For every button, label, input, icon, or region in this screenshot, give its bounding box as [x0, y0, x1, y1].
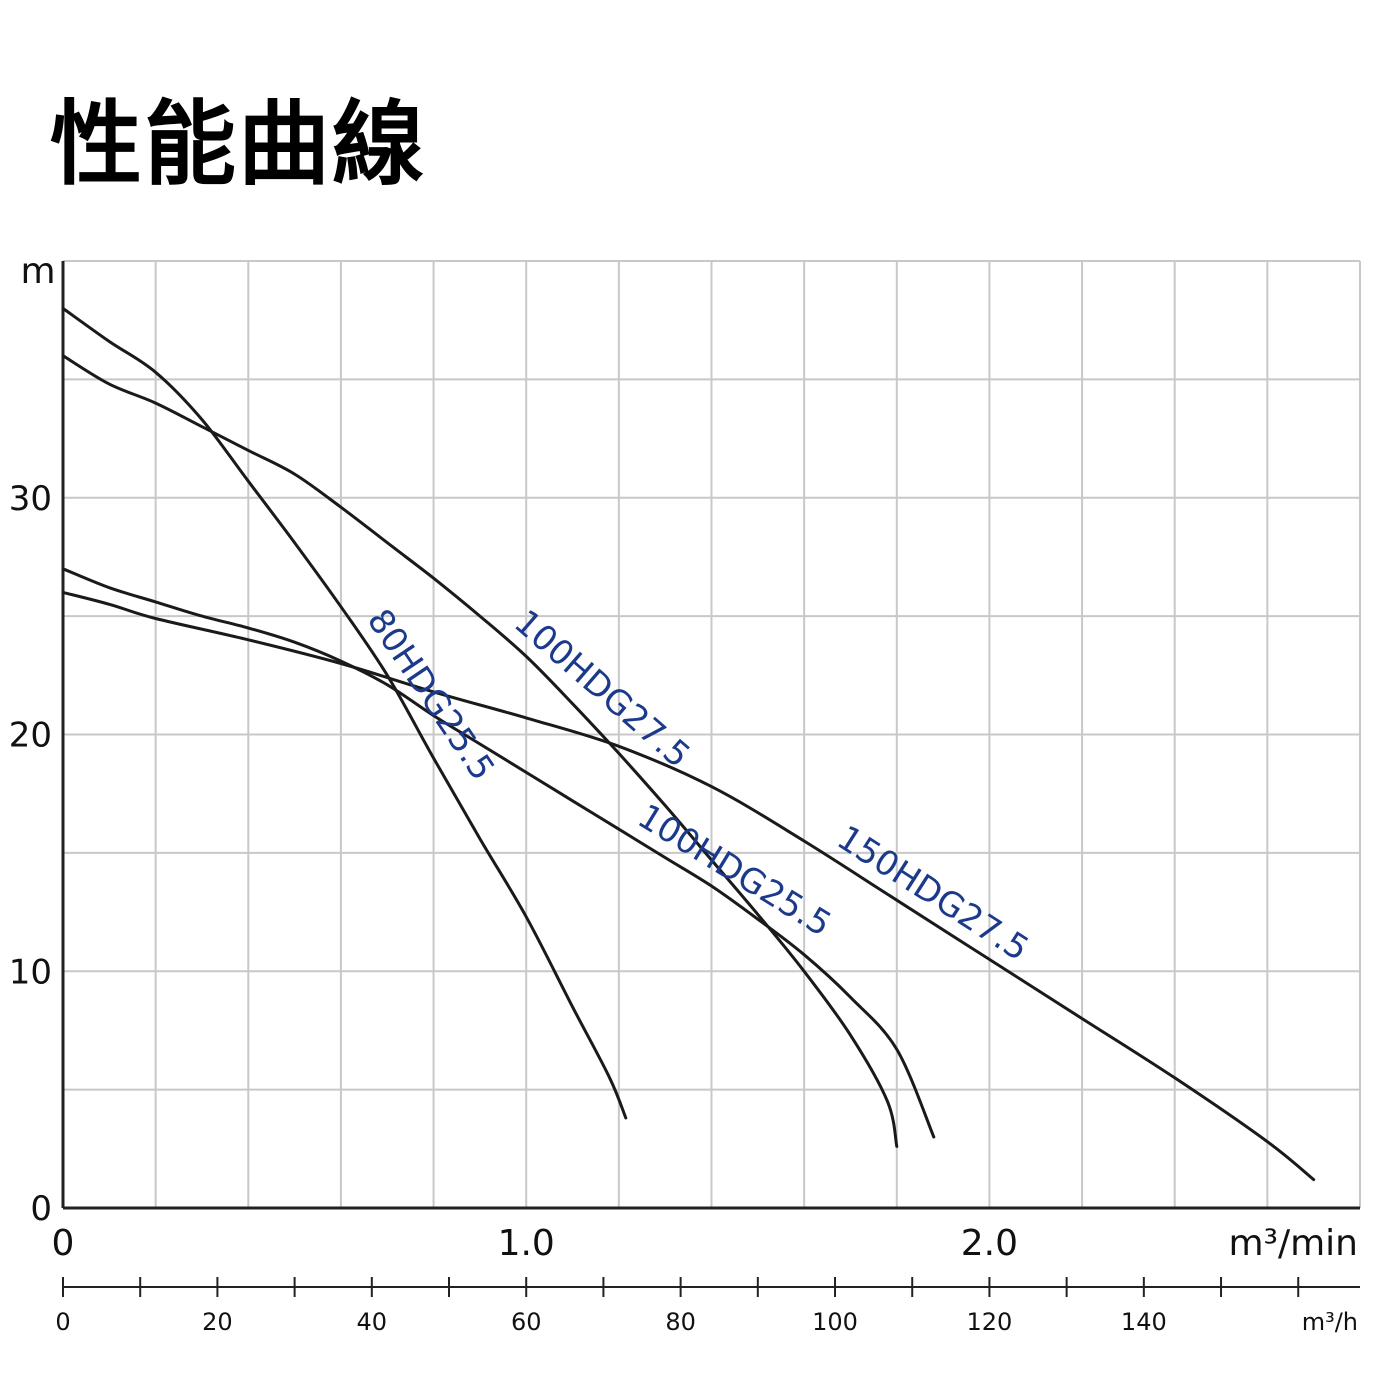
y-tick-label: 30 — [9, 479, 52, 519]
secondary-tick-label: 120 — [967, 1308, 1013, 1336]
series-label-100hdg27.5: 100HDG27.5 — [506, 602, 697, 776]
series-line-150hdg27.5 — [61, 590, 1316, 1182]
x-tick-label: 0 — [52, 1223, 75, 1264]
grid-lines — [62, 260, 1361, 1209]
y-axis-unit: m — [20, 251, 55, 292]
series-label-80hdg25.5: 80HDG25.5 — [359, 602, 502, 788]
secondary-tick-label: 140 — [1121, 1308, 1167, 1336]
page-title: 性能曲線 — [50, 91, 427, 198]
x-tick-label: 1.0 — [498, 1223, 555, 1264]
y-tick-label: 10 — [9, 952, 52, 992]
secondary-tick-label: 100 — [812, 1308, 858, 1336]
secondary-tick-label: 20 — [202, 1308, 233, 1336]
secondary-tick-label: 80 — [665, 1308, 696, 1336]
series-line-100hdg27.5 — [61, 354, 899, 1148]
series-line-100hdg25.5 — [61, 567, 936, 1139]
tick-labels: 0 10 20 30 m 0 1.0 2.0 m³/min 0 20 40 60 80 100 120 140 m… — [9, 251, 1358, 1336]
secondary-tick-label: 40 — [357, 1308, 388, 1336]
series-line-80hdg25.5 — [61, 306, 628, 1120]
series-lines — [61, 306, 1316, 1182]
y-tick-label: 0 — [30, 1189, 52, 1229]
series-label-100hdg25.5: 100HDG25.5 — [631, 796, 838, 944]
x-axis-unit: m³/min — [1228, 1223, 1358, 1264]
x-tick-label: 2.0 — [961, 1223, 1018, 1264]
axes — [61, 261, 1360, 1297]
secondary-axis-unit: m³/h — [1302, 1308, 1358, 1336]
secondary-tick-label: 0 — [55, 1308, 70, 1336]
series-label-150hdg27.5: 150HDG27.5 — [830, 818, 1036, 970]
y-tick-label: 20 — [9, 716, 52, 756]
secondary-tick-label: 60 — [511, 1308, 542, 1336]
